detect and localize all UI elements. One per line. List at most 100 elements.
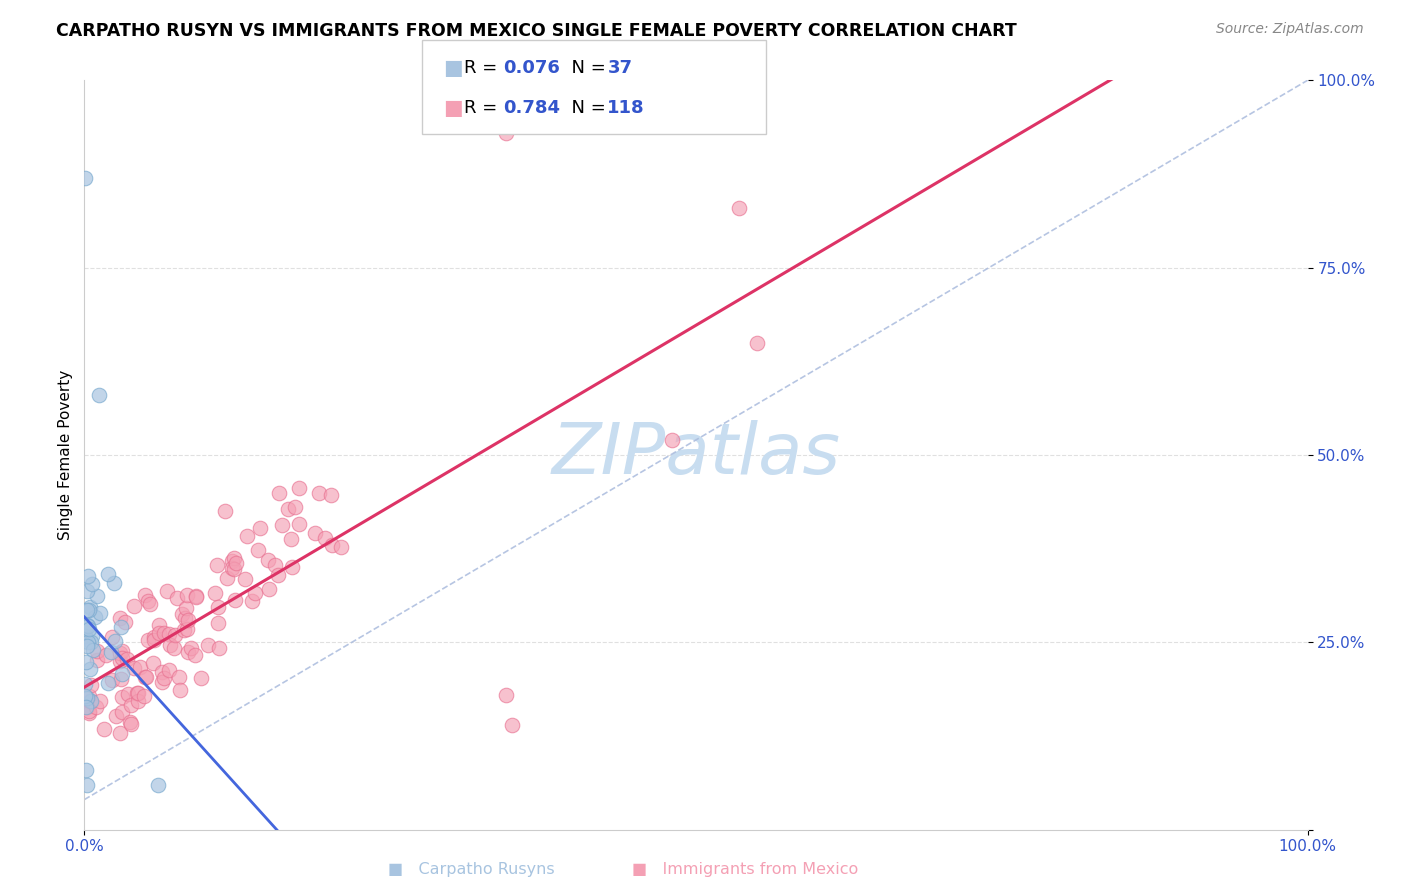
Point [174, 611, 197, 625]
Y-axis label: Single Female Poverty: Single Female Poverty [58, 370, 73, 540]
Text: ■   Carpatho Rusyns: ■ Carpatho Rusyns [388, 863, 554, 877]
Point [257, 553, 280, 567]
Point [128, 660, 150, 674]
Point [283, 500, 305, 514]
Point [280, 532, 302, 546]
Point [257, 582, 280, 596]
Point [197, 639, 219, 653]
Point [101, 673, 124, 688]
Point [125, 686, 148, 700]
Point [76, 700, 98, 714]
Point [120, 717, 142, 731]
Point [139, 597, 162, 611]
Point [308, 486, 330, 500]
Point [249, 521, 271, 535]
Point [77, 706, 100, 721]
Point [122, 661, 145, 675]
Point [77, 568, 100, 582]
Point [157, 627, 180, 641]
Text: 118: 118 [607, 99, 645, 117]
Point [287, 481, 309, 495]
Point [141, 656, 163, 670]
Point [76, 778, 98, 792]
Text: ■: ■ [443, 98, 463, 118]
Point [225, 556, 247, 570]
Point [122, 599, 145, 613]
Point [288, 516, 311, 531]
Point [120, 715, 142, 730]
Point [180, 640, 202, 655]
Point [76, 583, 98, 598]
Point [108, 726, 131, 740]
Point [75, 655, 97, 669]
Text: Source: ZipAtlas.com: Source: ZipAtlas.com [1216, 22, 1364, 37]
Point [76, 617, 98, 632]
Point [79, 678, 101, 692]
Point [224, 561, 246, 575]
Point [77, 603, 100, 617]
Point [148, 626, 170, 640]
Point [86, 589, 108, 603]
Point [108, 611, 131, 625]
Point [76, 691, 98, 706]
Point [111, 651, 134, 665]
Point [104, 634, 127, 648]
Text: CARPATHO RUSYN VS IMMIGRANTS FROM MEXICO SINGLE FEMALE POVERTY CORRELATION CHART: CARPATHO RUSYN VS IMMIGRANTS FROM MEXICO… [56, 22, 1017, 40]
Text: ■: ■ [443, 58, 463, 78]
Point [127, 694, 149, 708]
Point [321, 488, 343, 502]
Point [97, 566, 120, 581]
Point [163, 641, 186, 656]
Point [134, 670, 156, 684]
Point [166, 591, 188, 605]
Point [184, 589, 207, 603]
Point [221, 554, 243, 568]
Text: 0.076: 0.076 [503, 60, 560, 78]
Point [153, 625, 176, 640]
Point [134, 588, 156, 602]
Point [214, 504, 236, 518]
Point [114, 615, 136, 629]
Point [135, 670, 157, 684]
Point [77, 690, 100, 704]
Point [224, 592, 246, 607]
Point [127, 686, 149, 700]
Point [79, 694, 101, 708]
Point [281, 560, 304, 574]
Point [82, 577, 104, 591]
Point [77, 704, 100, 718]
Point [76, 603, 98, 617]
Point [157, 663, 180, 677]
Point [76, 639, 98, 653]
Point [79, 600, 101, 615]
Point [190, 671, 212, 685]
Point [727, 201, 749, 215]
Point [82, 643, 104, 657]
Point [73, 690, 96, 704]
Point [96, 648, 118, 662]
Text: N =: N = [560, 99, 612, 117]
Point [177, 613, 200, 627]
Point [167, 670, 190, 684]
Point [143, 633, 166, 648]
Point [304, 526, 326, 541]
Point [73, 677, 96, 691]
Point [153, 671, 176, 685]
Point [277, 502, 299, 516]
Point [86, 644, 108, 658]
Point [110, 672, 132, 686]
Text: R =: R = [464, 99, 503, 117]
Point [117, 687, 139, 701]
Point [97, 676, 120, 690]
Point [80, 629, 103, 643]
Point [108, 654, 131, 668]
Point [205, 558, 228, 573]
Point [150, 665, 173, 679]
Point [89, 606, 111, 620]
Text: N =: N = [560, 60, 612, 78]
Point [108, 646, 131, 660]
Point [75, 629, 97, 643]
Point [115, 652, 138, 666]
Point [150, 675, 173, 690]
Point [224, 550, 246, 565]
